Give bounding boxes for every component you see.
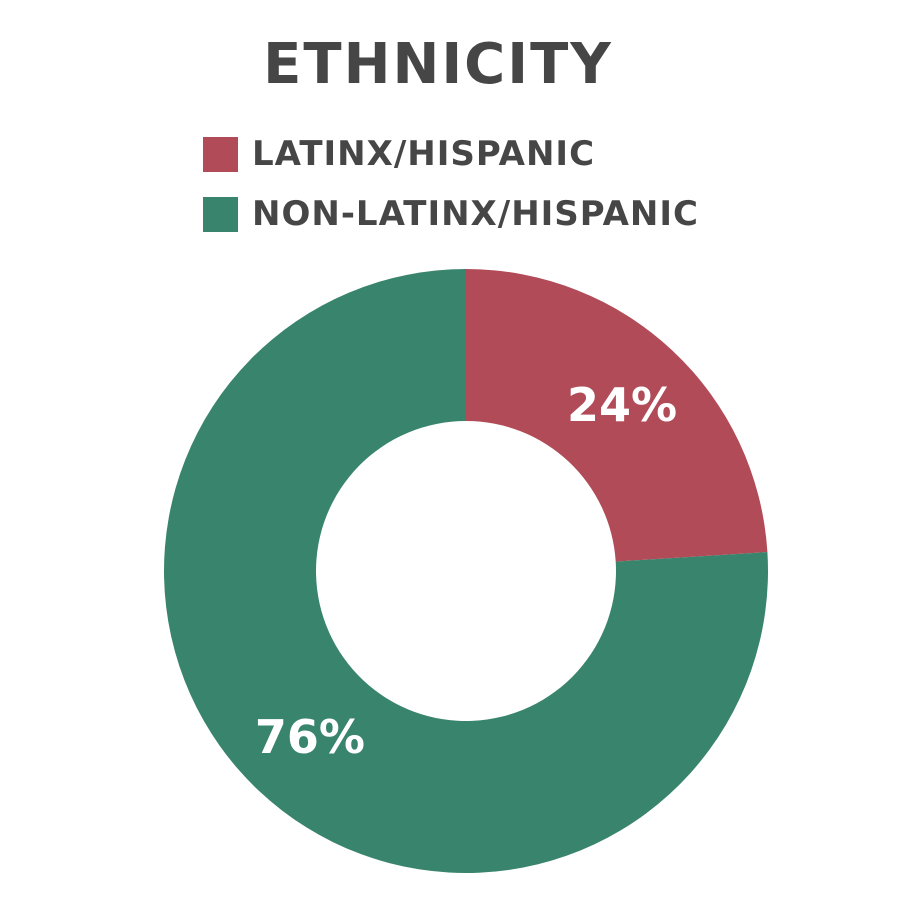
legend-swatch-latinx-hispanic	[203, 136, 238, 172]
legend-item-latinx-hispanic: LATINX/HISPANIC	[203, 134, 699, 174]
data-label-latinx-hispanic: 24%	[567, 378, 677, 432]
data-label-non-latinx-hispanic: 76%	[255, 710, 365, 764]
legend: LATINX/HISPANIC NON-LATINX/HISPANIC	[203, 134, 699, 255]
legend-label-non-latinx-hispanic: NON-LATINX/HISPANIC	[252, 194, 699, 234]
legend-swatch-non-latinx-hispanic	[203, 196, 238, 232]
legend-label-latinx-hispanic: LATINX/HISPANIC	[252, 134, 596, 174]
chart-title: ETHNICITY	[263, 32, 613, 97]
slice-non-latinx-hispanic	[163, 269, 768, 873]
slice-latinx-hispanic	[466, 269, 768, 562]
legend-item-non-latinx-hispanic: NON-LATINX/HISPANIC	[203, 194, 699, 234]
